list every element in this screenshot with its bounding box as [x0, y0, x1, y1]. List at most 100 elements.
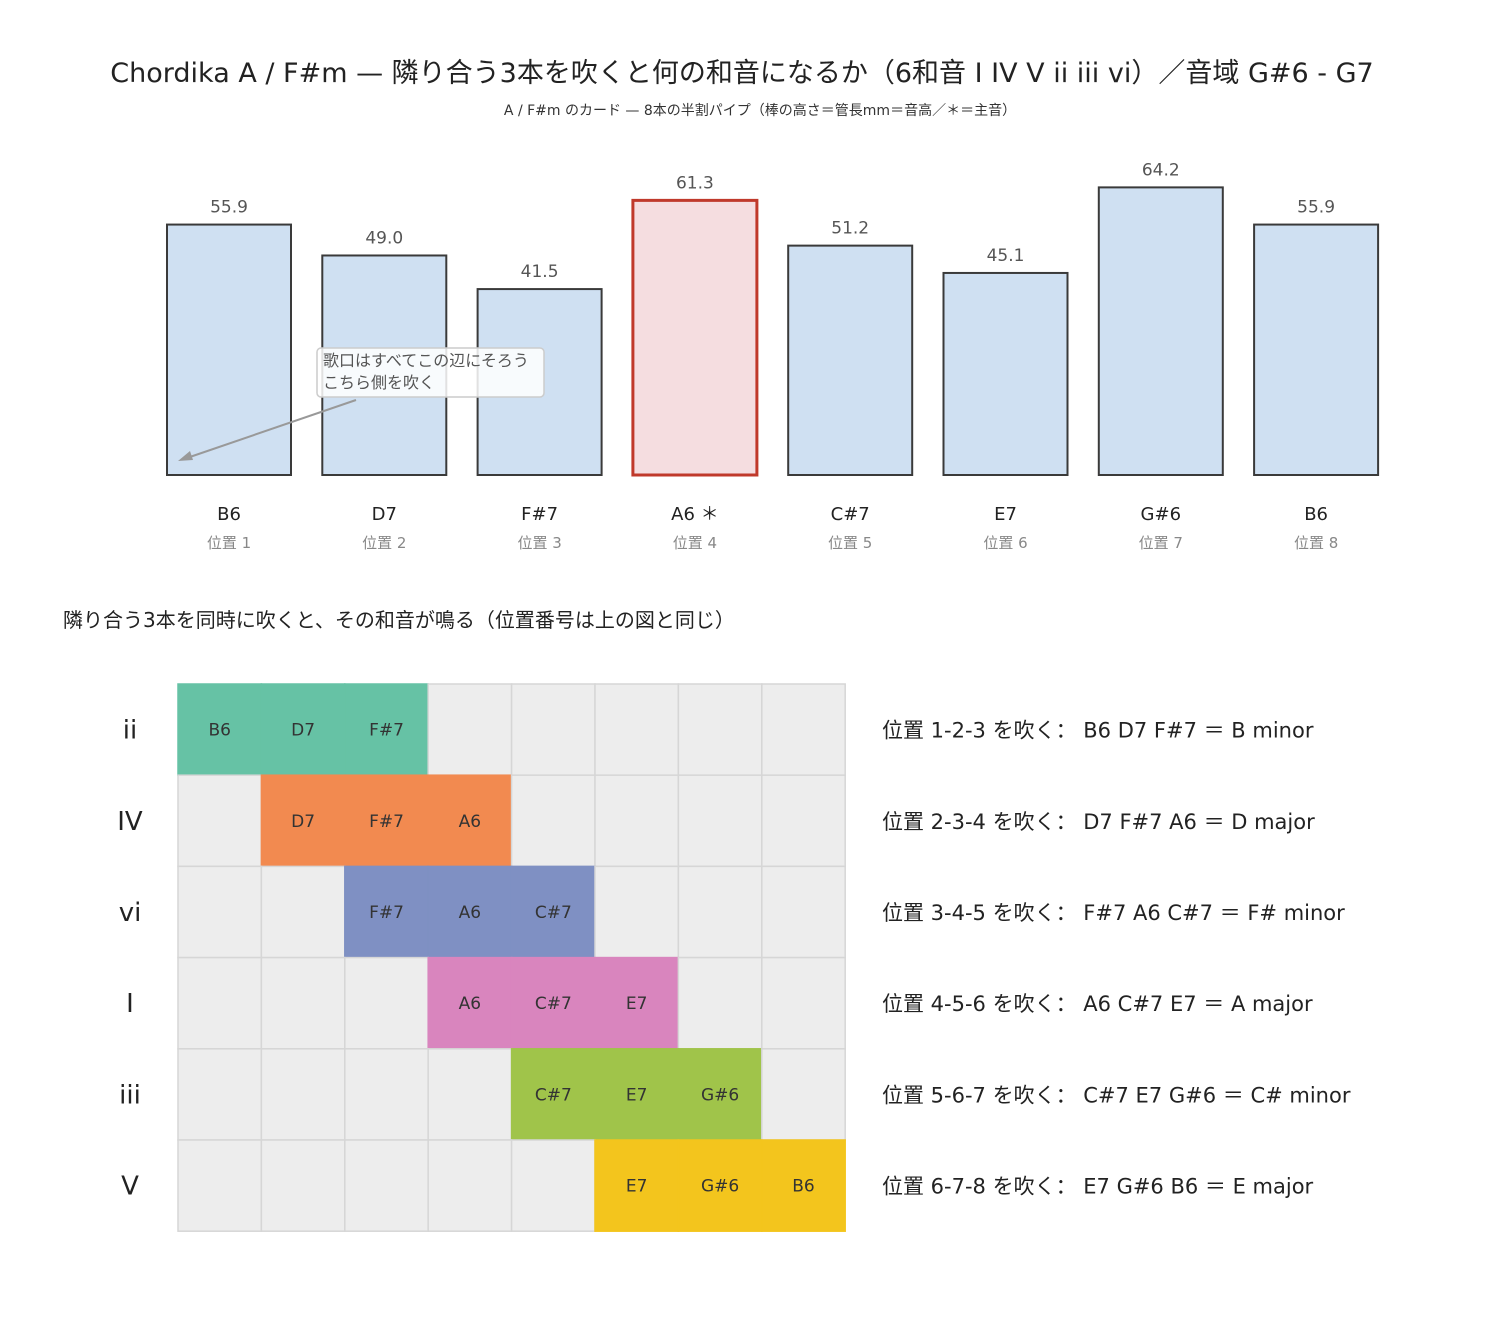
chord-description: 位置 2-3-4 を吹く： D7 F#7 A6 ＝ D major [882, 810, 1315, 834]
position-label: 位置 7 [1139, 534, 1183, 552]
note-label: D7 [372, 504, 397, 525]
chord-cell-note: A6 [459, 994, 481, 1014]
pipe-bar [1253, 223, 1380, 476]
chord-cell-note: B6 [208, 721, 230, 741]
position-label: 位置 5 [828, 534, 872, 552]
chord-row-label: ii [123, 716, 137, 746]
chord-cell-note: A6 [459, 903, 481, 923]
chord-cell-empty [677, 865, 763, 959]
chord-cell-note: F#7 [369, 721, 404, 741]
bar-value-label: 55.9 [1297, 198, 1335, 218]
chord-cell-note: B6 [792, 1177, 814, 1197]
annotation-arrow-line [183, 399, 357, 460]
chart-title: Chordika A / F#m — 隣り合う3本を吹くと何の和音になるか（6和… [110, 58, 1373, 89]
chord-description: 位置 1-2-3 を吹く： B6 D7 F#7 ＝ B minor [882, 719, 1314, 743]
chord-cell-note: G#6 [701, 1085, 739, 1105]
chord-cell-empty [677, 683, 763, 776]
bar-value-label: 61.3 [676, 173, 714, 193]
chord-cell-note: D7 [291, 812, 315, 832]
chord-cell-filled [344, 865, 429, 959]
chord-cell-filled [594, 1139, 680, 1232]
chord-row-label: I [126, 989, 134, 1019]
chord-cell-empty [260, 1139, 346, 1232]
chord-cell-empty [761, 774, 846, 868]
pipe-bar [942, 271, 1069, 476]
bar-value-label: 45.1 [987, 246, 1025, 266]
chord-cell-empty [510, 774, 596, 868]
chord-cell-empty [260, 956, 346, 1050]
position-label: 位置 4 [673, 534, 717, 552]
position-label: 位置 3 [517, 534, 561, 552]
chord-cell-filled [427, 865, 513, 959]
chord-cell-empty [344, 956, 429, 1050]
chord-cell-note: C#7 [535, 994, 572, 1014]
chord-description: 位置 4-5-6 を吹く： A6 C#7 E7 ＝ A major [882, 992, 1313, 1016]
pipe-bar [1097, 186, 1224, 476]
note-label: C#7 [831, 504, 870, 525]
chord-cell-empty [177, 956, 263, 1050]
chord-cell-empty [677, 774, 763, 868]
chord-cell-empty [594, 683, 680, 776]
chord-cell-empty [427, 1139, 513, 1232]
chord-cell-empty [677, 956, 763, 1050]
position-label: 位置 1 [207, 534, 251, 552]
annotation-line-1: 歌口はすべてこの辺にそろう [323, 351, 529, 370]
chord-grid: ii B6 D7 F#7 位置 1-2-3 を吹く： B6 D7 F#7 ＝ B min… [117, 683, 1351, 1232]
chord-cell-empty [761, 1048, 846, 1141]
chord-cell-note: C#7 [535, 903, 572, 923]
chord-cell-filled [344, 774, 429, 868]
chord-cell-filled [594, 956, 680, 1050]
chord-cell-note: D7 [291, 721, 315, 741]
bar-value-label: 55.9 [210, 198, 248, 218]
chord-cell-empty [177, 1139, 263, 1232]
bar-value-label: 64.2 [1142, 160, 1180, 180]
chord-description: 位置 5-6-7 を吹く： C#7 E7 G#6 ＝ C# minor [882, 1083, 1351, 1107]
chord-cell-note: A6 [459, 812, 481, 832]
chord-cell-empty [594, 865, 680, 959]
bar-value-label: 41.5 [521, 262, 559, 282]
chord-cell-filled [761, 1139, 846, 1232]
chord-cell-filled [510, 1048, 596, 1141]
note-label: A6 ＊ [671, 504, 719, 525]
pipe-bar [787, 244, 914, 476]
note-label: B6 [217, 504, 241, 525]
chord-description: 位置 3-4-5 を吹く： F#7 A6 C#7 ＝ F# minor [882, 901, 1345, 925]
chord-cell-note: C#7 [535, 1085, 572, 1105]
chord-cell-empty [594, 774, 680, 868]
chord-cell-filled [510, 956, 596, 1050]
chord-cell-empty [177, 865, 263, 959]
chord-cell-note: G#6 [701, 1177, 739, 1197]
chord-cell-note: E7 [626, 994, 648, 1014]
bar-value-label: 51.2 [831, 219, 869, 239]
chord-cell-empty [761, 865, 846, 959]
chord-row-label: vi [119, 898, 142, 928]
pipe-bar [166, 223, 292, 476]
annotation-box [316, 347, 545, 398]
chord-cell-empty [177, 1048, 263, 1141]
position-label: 位置 6 [983, 534, 1027, 552]
chord-cell-note: E7 [626, 1085, 648, 1105]
chord-cell-empty [510, 1139, 596, 1232]
note-label: B6 [1304, 504, 1328, 525]
chord-cell-filled [427, 956, 513, 1050]
note-label: G#6 [1141, 504, 1181, 525]
chord-cell-empty [510, 683, 596, 776]
note-label: E7 [994, 504, 1017, 525]
chord-cell-note: F#7 [369, 812, 404, 832]
pipe-bar [631, 198, 759, 477]
chord-cell-empty [427, 1048, 513, 1141]
chord-cell-filled [677, 1048, 763, 1141]
bar-chart: 55.9 B6 位置 1 49.0 D7 位置 2 41.5 F#7 位置 3 61.3 A6 ＊ 位… [166, 160, 1380, 552]
chord-cell-filled [510, 865, 596, 959]
chord-cell-empty [344, 1139, 429, 1232]
chord-cell-empty [344, 1048, 429, 1141]
chord-cell-empty [761, 956, 846, 1050]
chord-cell-filled [427, 774, 513, 868]
section-title: 隣り合う3本を同時に吹くと、その和音が鳴る（位置番号は上の図と同じ） [63, 608, 735, 632]
chord-cell-empty [761, 683, 846, 776]
chord-cell-empty [260, 865, 346, 959]
chord-row-label: iii [119, 1080, 141, 1110]
chord-cell-note: E7 [626, 1177, 648, 1197]
chord-row-label: IV [117, 807, 143, 837]
